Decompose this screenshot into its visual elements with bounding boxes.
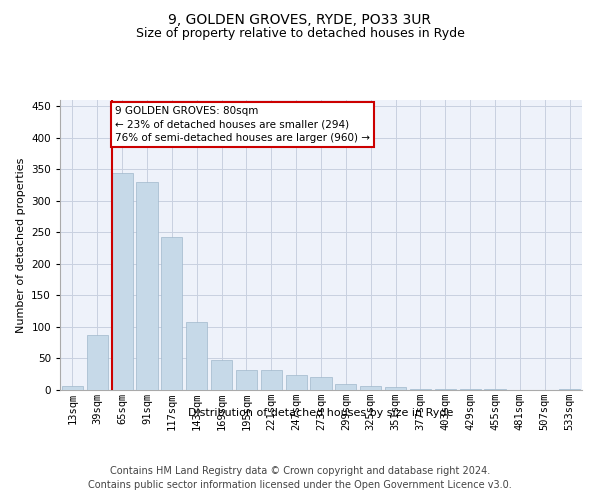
Text: Contains public sector information licensed under the Open Government Licence v3: Contains public sector information licen…	[88, 480, 512, 490]
Bar	[559, 388, 580, 390]
Text: 9 GOLDEN GROVES: 80sqm
← 23% of detached houses are smaller (294)
76% of semi-de: 9 GOLDEN GROVES: 80sqm ← 23% of detached…	[115, 106, 370, 142]
Bar	[360, 386, 381, 390]
Bar	[112, 172, 133, 390]
Bar	[286, 375, 307, 390]
Text: Contains HM Land Registry data © Crown copyright and database right 2024.: Contains HM Land Registry data © Crown c…	[110, 466, 490, 476]
Y-axis label: Number of detached properties: Number of detached properties	[16, 158, 26, 332]
Bar	[211, 360, 232, 390]
Bar	[335, 384, 356, 390]
Text: 9, GOLDEN GROVES, RYDE, PO33 3UR: 9, GOLDEN GROVES, RYDE, PO33 3UR	[169, 12, 431, 26]
Text: Size of property relative to detached houses in Ryde: Size of property relative to detached ho…	[136, 28, 464, 40]
Bar	[87, 334, 108, 390]
Bar	[62, 386, 83, 390]
Bar	[310, 378, 332, 390]
Bar	[161, 238, 182, 390]
Text: Distribution of detached houses by size in Ryde: Distribution of detached houses by size …	[188, 408, 454, 418]
Bar	[186, 322, 207, 390]
Bar	[236, 370, 257, 390]
Bar	[261, 370, 282, 390]
Bar	[385, 388, 406, 390]
Bar	[136, 182, 158, 390]
Bar	[410, 388, 431, 390]
